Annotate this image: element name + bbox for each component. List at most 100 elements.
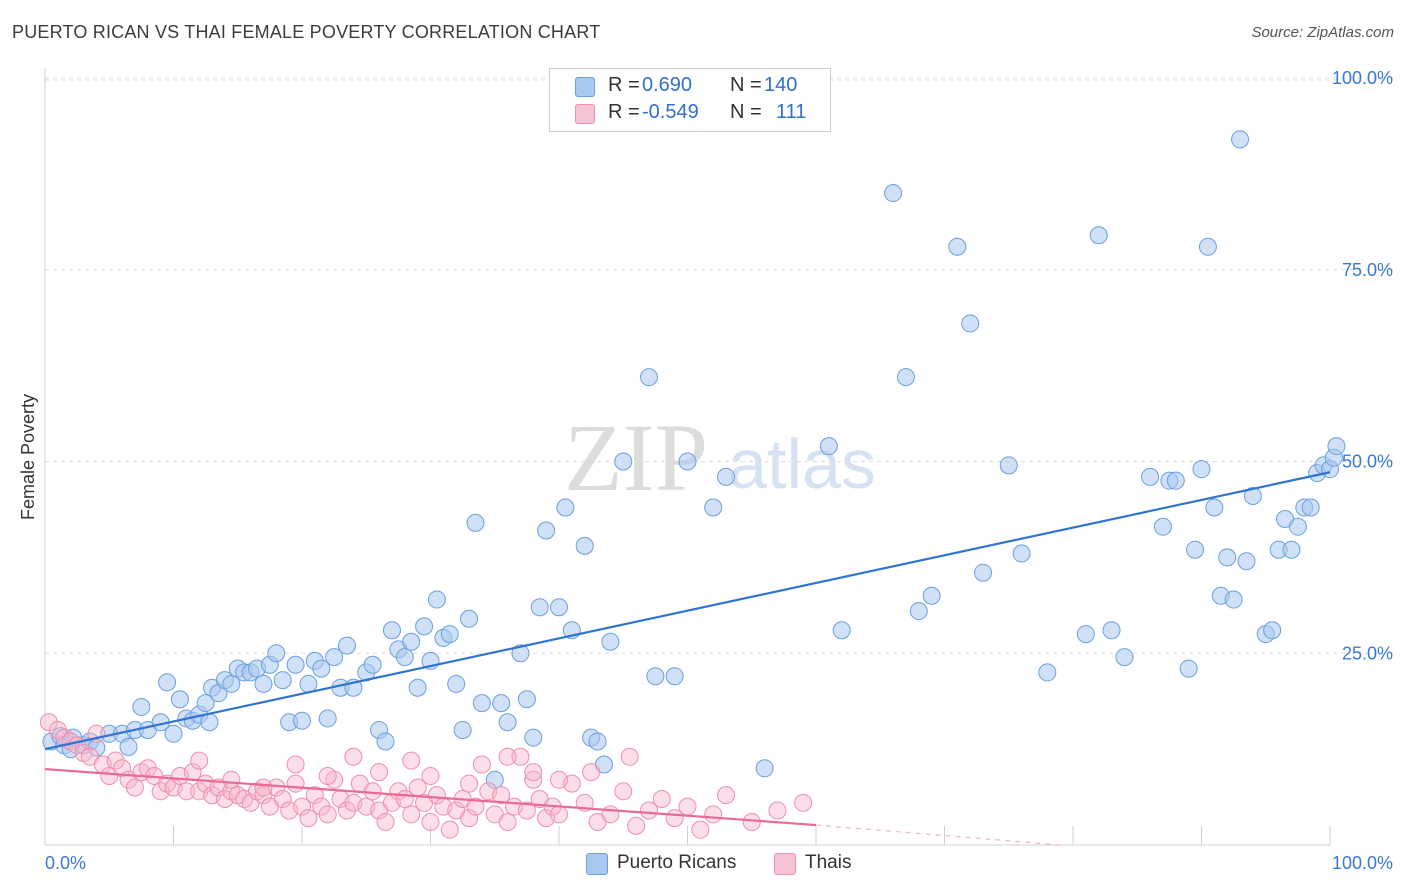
point-thais [627, 816, 646, 835]
legend-n-value: 140 [764, 74, 798, 96]
point-puerto-ricans [498, 713, 517, 732]
point-puerto-ricans [999, 456, 1018, 475]
point-thais [344, 747, 363, 766]
legend-r-value: -0.549 [642, 101, 699, 123]
point-puerto-ricans [1179, 659, 1198, 678]
point-puerto-ricans [1141, 467, 1160, 486]
point-puerto-ricans [1186, 540, 1205, 559]
point-puerto-ricans [1231, 130, 1250, 149]
point-thais [427, 786, 446, 805]
point-puerto-ricans [665, 667, 684, 686]
point-thais [652, 789, 671, 808]
point-thais [106, 751, 125, 770]
y-tick-label: 100.0% [1332, 68, 1393, 88]
point-puerto-ricans [492, 694, 511, 713]
point-puerto-ricans [1038, 663, 1057, 682]
point-puerto-ricans [909, 602, 928, 621]
point-thais [742, 812, 761, 831]
legend-label-thais: Thais [805, 852, 852, 873]
point-thais [402, 805, 421, 824]
point-puerto-ricans [466, 513, 485, 532]
point-puerto-ricans [460, 609, 479, 628]
point-puerto-ricans [896, 368, 915, 387]
point-puerto-ricans [922, 586, 941, 605]
point-thais [286, 755, 305, 774]
point-thais [370, 763, 389, 782]
point-puerto-ricans [1263, 621, 1282, 640]
point-thais [177, 782, 196, 801]
point-puerto-ricans [402, 632, 421, 651]
point-thais [421, 812, 440, 831]
point-puerto-ricans [517, 690, 536, 709]
legend-swatch-blue [575, 77, 595, 97]
point-puerto-ricans [337, 636, 356, 655]
point-puerto-ricans [408, 678, 427, 697]
point-puerto-ricans [704, 498, 723, 517]
point-thais [305, 786, 324, 805]
point-thais [48, 720, 67, 739]
point-puerto-ricans [158, 673, 177, 692]
point-thais [318, 805, 337, 824]
legend-swatch-thais [774, 853, 796, 875]
point-thais [125, 778, 144, 797]
point-puerto-ricans [819, 437, 838, 456]
point-puerto-ricans [614, 452, 633, 471]
point-thais [39, 713, 58, 732]
point-puerto-ricans [1115, 648, 1134, 667]
point-puerto-ricans [196, 694, 215, 713]
point-thais [794, 793, 813, 812]
point-thais [402, 751, 421, 770]
point-thais [299, 809, 318, 828]
legend-r-value: 0.690 [642, 74, 693, 96]
point-thais [550, 770, 568, 789]
point-thais [337, 801, 356, 820]
point-thais [517, 801, 536, 820]
point-thais [222, 770, 241, 789]
point-thais [312, 797, 331, 816]
point-puerto-ricans [395, 648, 414, 667]
y-tick-label: 25.0% [1342, 643, 1393, 663]
point-thais [511, 747, 530, 766]
point-puerto-ricans [1327, 437, 1346, 456]
gridlines [45, 77, 1395, 654]
x-tick-label: 100.0% [1332, 853, 1393, 873]
point-puerto-ricans [415, 617, 434, 636]
point-puerto-ricans [639, 368, 658, 387]
point-puerto-ricans [537, 521, 556, 540]
point-puerto-ricans [1089, 226, 1108, 245]
point-thais [498, 747, 517, 766]
point-puerto-ricans [447, 674, 466, 693]
point-thais [376, 812, 395, 831]
point-puerto-ricans [601, 632, 620, 651]
legend-r-label: R = [608, 101, 640, 123]
point-thais [421, 766, 440, 785]
stats-legend: R = 0.690 N = 140 R = -0.549 N = 111 [549, 68, 831, 132]
point-puerto-ricans [170, 690, 189, 709]
point-puerto-ricans [588, 732, 607, 751]
point-puerto-ricans [119, 737, 138, 756]
point-thais [460, 774, 479, 793]
point-puerto-ricans [440, 625, 459, 644]
point-puerto-ricans [1012, 544, 1031, 563]
point-puerto-ricans [1282, 540, 1301, 559]
point-puerto-ricans [485, 770, 504, 789]
trend-line-puerto-ricans [44, 471, 1331, 751]
legend-swatch-puerto-ricans [586, 853, 608, 875]
point-thais [472, 755, 491, 774]
point-puerto-ricans [1288, 517, 1307, 536]
y-axis-title: Female Poverty [18, 394, 38, 520]
point-puerto-ricans [511, 644, 530, 663]
point-thais [466, 797, 485, 816]
point-puerto-ricans [318, 709, 337, 728]
trend-line-thais-extension [815, 824, 1061, 846]
point-thais [113, 759, 132, 778]
point-puerto-ricans [273, 671, 292, 690]
point-thais [601, 805, 620, 824]
point-puerto-ricans [293, 711, 311, 730]
point-thais [768, 801, 787, 820]
point-puerto-ricans [550, 598, 568, 617]
x-tick-label: 0.0% [45, 853, 86, 873]
chart-title: PUERTO RICAN VS THAI FEMALE POVERTY CORR… [12, 22, 601, 42]
point-puerto-ricans [1153, 517, 1172, 536]
point-thais [691, 820, 710, 839]
